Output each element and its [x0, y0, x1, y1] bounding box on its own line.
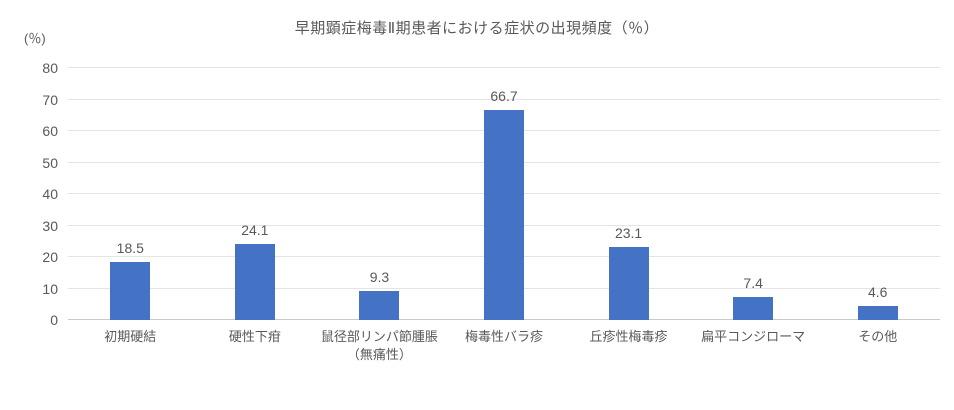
x-category-label: 硬性下疳: [228, 329, 281, 344]
y-tick-label: 30: [42, 217, 58, 234]
chart-title: 早期顕症梅毒Ⅱ期患者における症状の出現頻度（％）: [294, 20, 660, 37]
y-tick-label: 0: [50, 312, 58, 328]
bar-value-label: 23.1: [614, 225, 643, 242]
bar-value-label: 7.4: [743, 274, 763, 291]
bar-value-label: 18.5: [116, 239, 144, 256]
y-tick-label: 80: [42, 60, 58, 76]
y-tick-label: 50: [42, 154, 58, 171]
gridline: [68, 67, 940, 68]
gridline: [68, 98, 940, 100]
x-category-label: その他: [858, 329, 898, 344]
bar: [857, 305, 898, 320]
x-category-label: 梅毒性バラ疹: [464, 329, 543, 344]
bar-value-label: 24.1: [241, 222, 269, 239]
bar-value-label: 66.7: [490, 87, 518, 104]
y-tick-label: 20: [42, 249, 58, 265]
y-tick-label: 10: [42, 280, 58, 297]
y-tick-label: 60: [42, 123, 58, 139]
bar: [359, 290, 400, 320]
plot-area: 18.5 24.1 9.3 66.7 23.1 7.4 4.6: [68, 67, 940, 320]
bar: [484, 109, 524, 320]
bar: [733, 296, 774, 320]
bar: [234, 244, 275, 320]
bar-value-label: 4.6: [867, 283, 888, 300]
x-category-label: 鼠径部リンパ節腫脹 （無痛性）: [320, 329, 438, 362]
bar: [110, 261, 151, 320]
x-category-label: 初期硬結: [104, 329, 157, 344]
y-tick-label: 70: [42, 91, 58, 108]
y-axis-unit-label: (％): [24, 31, 46, 46]
bar: [608, 247, 649, 320]
bar-value-label: 9.3: [369, 268, 390, 285]
x-category-label: 扁平コンジローマ: [701, 329, 806, 344]
y-tick-label: 40: [42, 186, 58, 202]
x-category-label: 丘疹性梅毒疹: [589, 329, 668, 344]
